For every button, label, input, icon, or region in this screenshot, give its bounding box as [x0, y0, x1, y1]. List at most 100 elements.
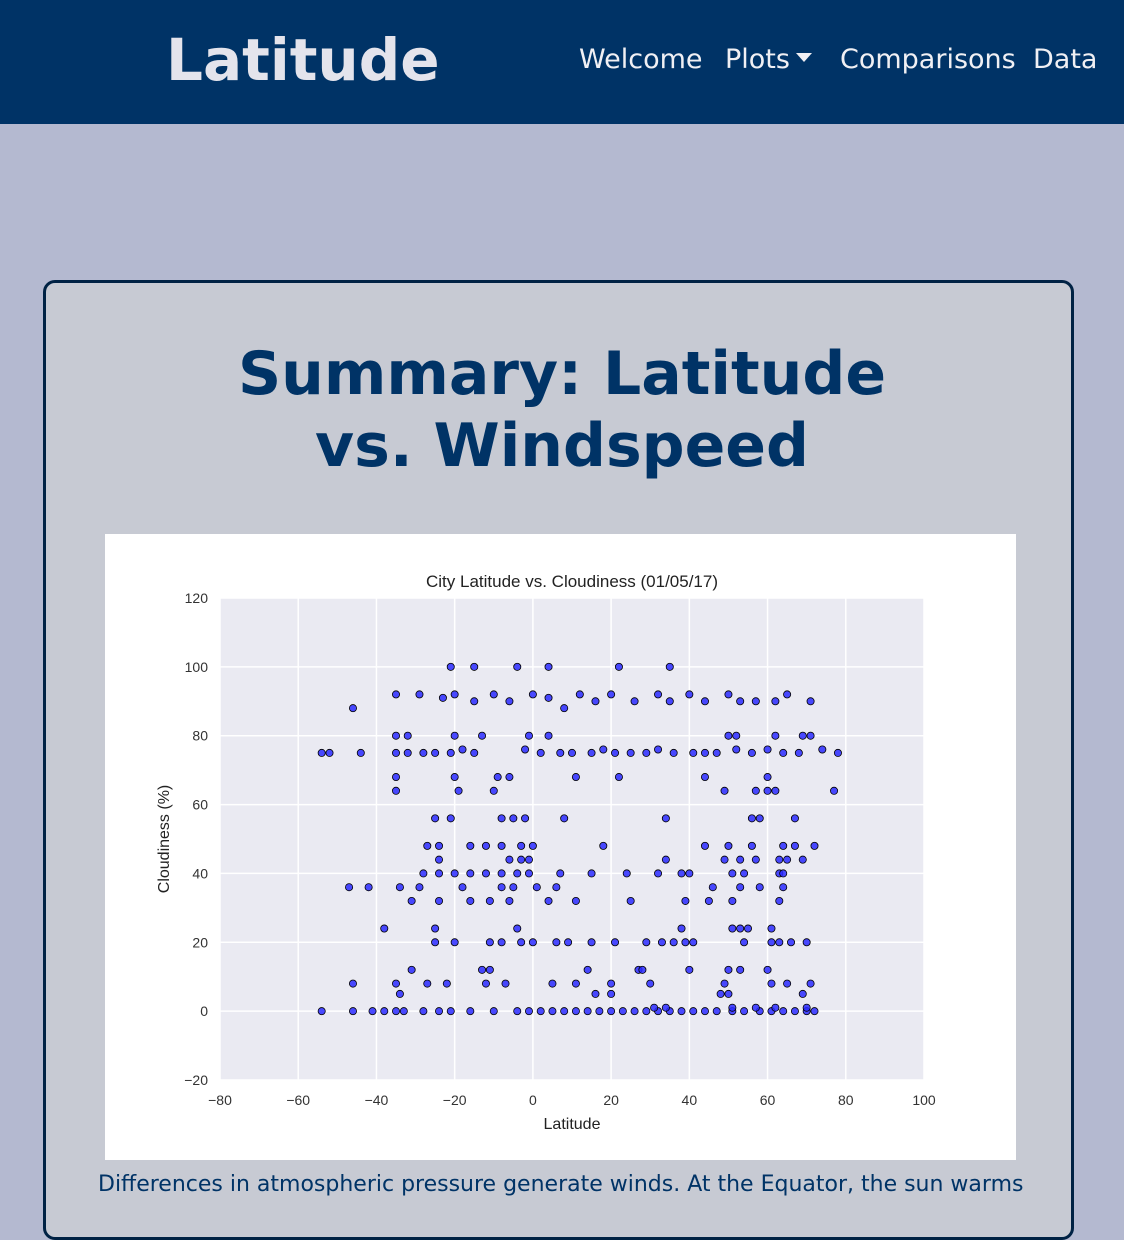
- x-tick-label: −60: [286, 1092, 310, 1108]
- y-tick-label: −20: [184, 1072, 208, 1088]
- scatter-point: [548, 979, 557, 988]
- scatter-point: [505, 697, 514, 706]
- scatter-point: [642, 938, 651, 947]
- scatter-point: [517, 855, 526, 864]
- scatter-point: [548, 1007, 557, 1016]
- scatter-point: [677, 924, 686, 933]
- nav-data-link[interactable]: Data: [1033, 44, 1098, 75]
- scatter-point: [544, 662, 553, 671]
- scatter-point: [435, 869, 444, 878]
- y-axis-label: Cloudiness (%): [156, 785, 173, 893]
- scatter-point: [497, 814, 506, 823]
- top-navbar: Latitude Welcome Plots Comparisons Data: [0, 0, 1124, 124]
- scatter-point: [431, 924, 440, 933]
- scatter-point: [700, 748, 709, 757]
- scatter-point: [591, 697, 600, 706]
- x-tick-label: 100: [912, 1092, 936, 1108]
- x-tick-label: 0: [529, 1092, 537, 1108]
- scatter-point: [489, 786, 498, 795]
- scatter-point: [732, 745, 741, 754]
- scatter-point: [587, 869, 596, 878]
- scatter-point: [783, 979, 792, 988]
- scatter-point: [724, 989, 733, 998]
- scatter-point: [423, 841, 432, 850]
- scatter-point: [775, 896, 784, 905]
- nav-comparisons-link[interactable]: Comparisons: [840, 44, 1016, 75]
- scatter-point: [431, 748, 440, 757]
- scatter-point: [657, 938, 666, 947]
- scatter-point: [736, 697, 745, 706]
- scatter-point: [391, 731, 400, 740]
- scatter-point: [798, 731, 807, 740]
- scatter-point: [626, 748, 635, 757]
- scatter-point: [763, 745, 772, 754]
- scatter-point: [798, 855, 807, 864]
- scatter-point: [489, 1007, 498, 1016]
- scatter-point: [614, 773, 623, 782]
- scatter-point: [646, 979, 655, 988]
- x-axis-label: Latitude: [544, 1116, 601, 1133]
- x-tick-label: −20: [443, 1092, 467, 1108]
- scatter-point: [771, 786, 780, 795]
- scatter-point: [708, 883, 717, 892]
- scatter-point: [438, 693, 447, 702]
- x-tick-label: 60: [760, 1092, 776, 1108]
- scatter-point: [560, 814, 569, 823]
- scatter-point: [755, 883, 764, 892]
- x-tick-label: 40: [682, 1092, 698, 1108]
- scatter-point: [528, 690, 537, 699]
- scatter-point: [677, 1007, 686, 1016]
- scatter-point: [423, 979, 432, 988]
- scatter-point: [736, 965, 745, 974]
- scatter-point: [810, 1007, 819, 1016]
- nav-welcome-link[interactable]: Welcome: [579, 44, 703, 75]
- scatter-point: [435, 841, 444, 850]
- scatter-point: [536, 748, 545, 757]
- scatter-point: [775, 855, 784, 864]
- scatter-point: [517, 841, 526, 850]
- scatter-point: [391, 690, 400, 699]
- scatter-point: [599, 841, 608, 850]
- scatter-point: [744, 924, 753, 933]
- scatter-point: [497, 841, 506, 850]
- scatter-point: [571, 1007, 580, 1016]
- scatter-point: [681, 896, 690, 905]
- scatter-point: [716, 989, 725, 998]
- nav-plots-dropdown[interactable]: Plots: [725, 41, 812, 79]
- scatter-point: [564, 938, 573, 947]
- brand-logo-link[interactable]: Latitude: [166, 26, 440, 94]
- scatter-point: [450, 869, 459, 878]
- scatter-point: [505, 896, 514, 905]
- scatter-point: [524, 869, 533, 878]
- scatter-point: [587, 938, 596, 947]
- scatter-point: [431, 814, 440, 823]
- scatter-point: [771, 1003, 780, 1012]
- scatter-point: [787, 938, 796, 947]
- scatter-point: [607, 979, 616, 988]
- scatter-point: [348, 1007, 357, 1016]
- scatter-point: [830, 786, 839, 795]
- scatter-point: [395, 989, 404, 998]
- scatter-point: [611, 938, 620, 947]
- plot-area: [220, 598, 924, 1080]
- scatter-point: [642, 1007, 651, 1016]
- scatter-point: [767, 938, 776, 947]
- scatter-point: [466, 841, 475, 850]
- scatter-point: [497, 938, 506, 947]
- scatter-point: [391, 1007, 400, 1016]
- scatter-point: [575, 690, 584, 699]
- scatter-point: [685, 690, 694, 699]
- scatter-point: [779, 869, 788, 878]
- scatter-point: [720, 786, 729, 795]
- scatter-point: [751, 786, 760, 795]
- scatter-point: [728, 1003, 737, 1012]
- scatter-point: [779, 841, 788, 850]
- caret-down-icon: [795, 53, 812, 62]
- y-tick-label: 100: [185, 659, 209, 675]
- card-title: Summary: Latitude vs. Windspeed: [0, 338, 1124, 482]
- scatter-point: [536, 1007, 545, 1016]
- scatter-point: [724, 841, 733, 850]
- y-tick-label: 0: [200, 1003, 208, 1019]
- scatter-point: [677, 869, 686, 878]
- scatter-point: [435, 855, 444, 864]
